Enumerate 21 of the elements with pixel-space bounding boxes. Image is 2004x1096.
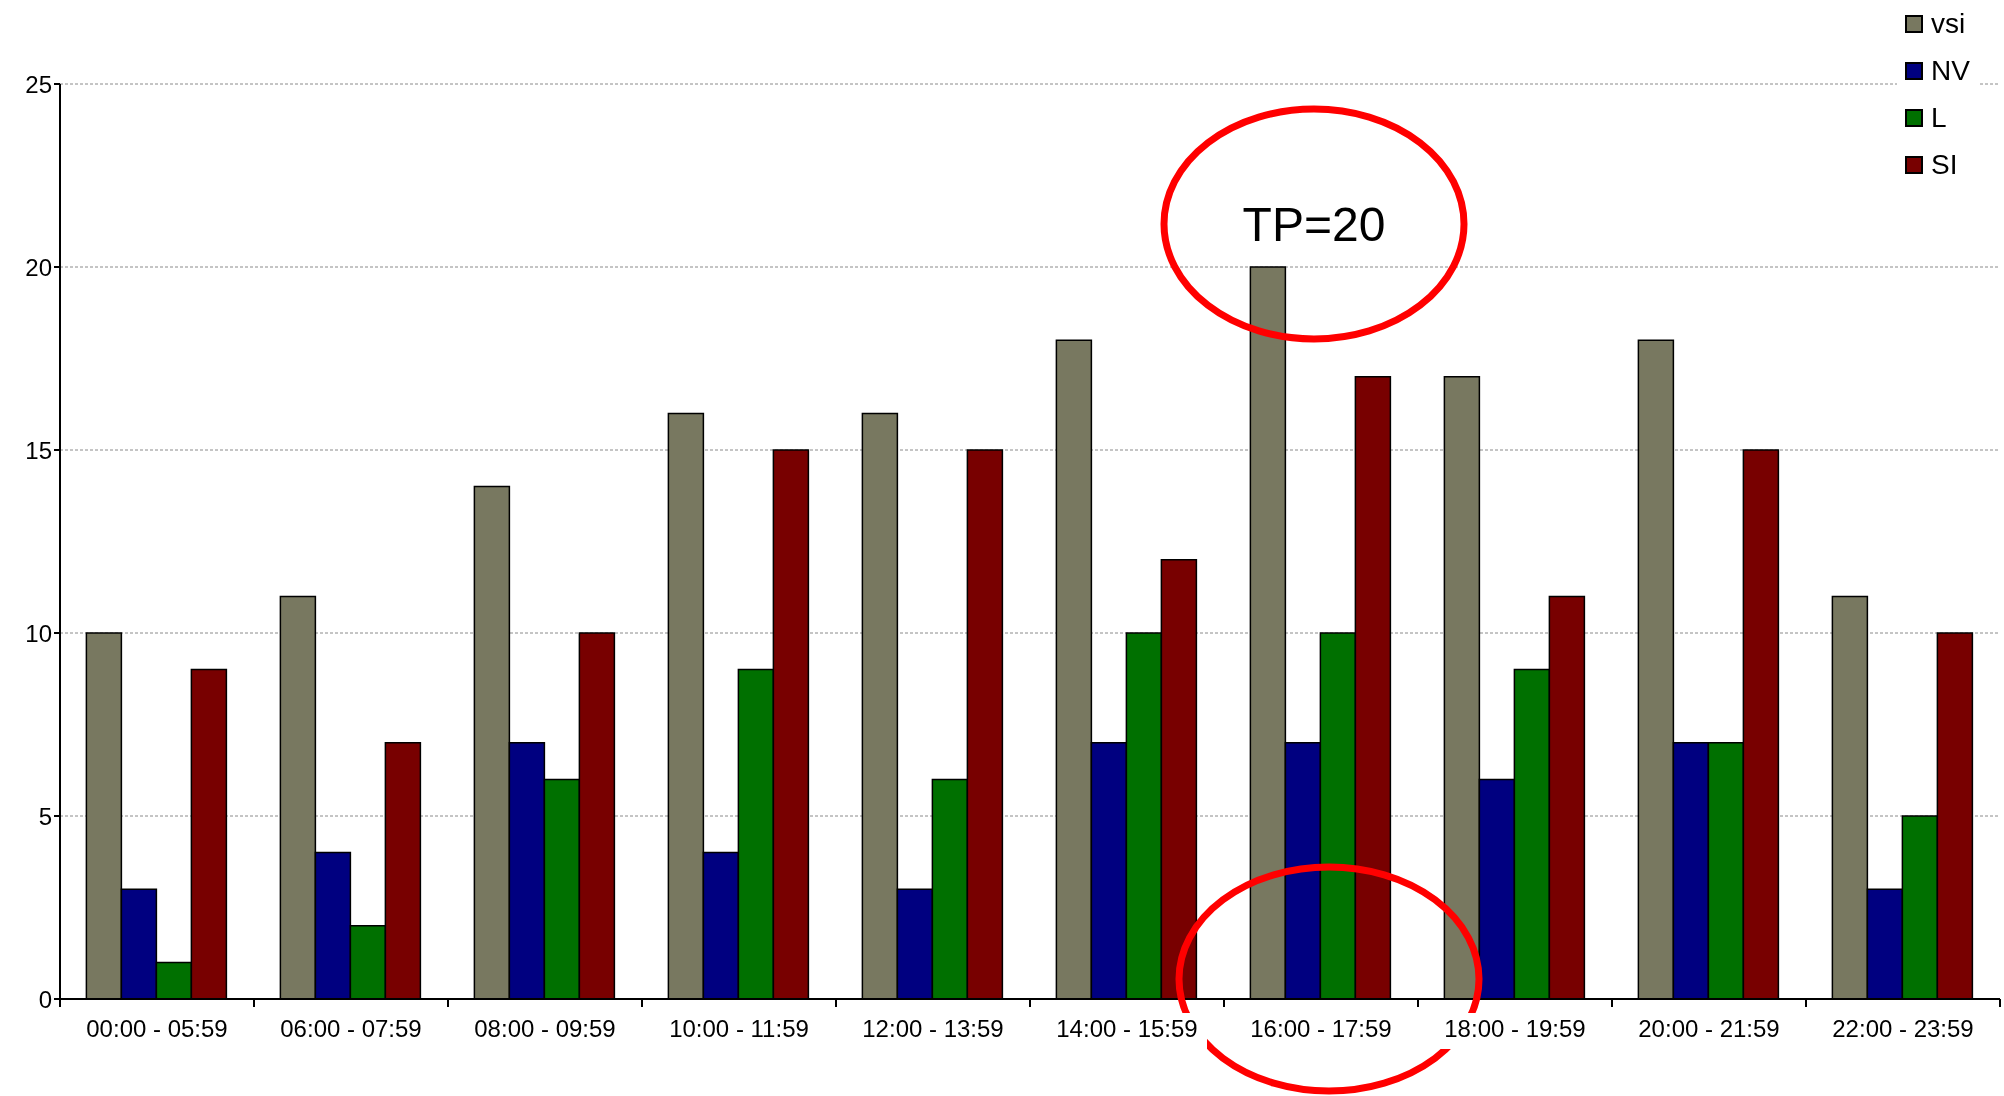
y-tick-label: 15 bbox=[25, 436, 52, 464]
annotation: TP=20 bbox=[1242, 198, 1386, 251]
x-tick-label: 14:00 - 15:59 bbox=[1056, 1015, 1198, 1042]
y-tick-label: 10 bbox=[25, 619, 52, 647]
legend-label: SI bbox=[1931, 148, 1958, 181]
x-tick-label: 12:00 - 13:59 bbox=[862, 1015, 1004, 1042]
x-tick-label: 22:00 - 23:59 bbox=[1832, 1015, 1974, 1042]
legend-label: vsi bbox=[1931, 7, 1966, 40]
x-tick-label: 08:00 - 09:59 bbox=[474, 1015, 616, 1042]
x-tick-label: 00:00 - 05:59 bbox=[86, 1015, 228, 1042]
x-tick-label: 20:00 - 21:59 bbox=[1638, 1015, 1780, 1042]
legend-label: NV bbox=[1931, 54, 1970, 87]
legend-label: L bbox=[1931, 101, 1947, 134]
y-tick-label: 25 bbox=[25, 70, 52, 98]
x-tick-label: 10:00 - 11:59 bbox=[669, 1015, 809, 1042]
y-tick-label: 20 bbox=[25, 253, 52, 281]
y-tick-label: 5 bbox=[38, 802, 52, 830]
x-tick-label: 18:00 - 19:59 bbox=[1444, 1015, 1586, 1042]
x-tick-label: 16:00 - 17:59 bbox=[1250, 1015, 1392, 1042]
x-tick-label: 06:00 - 07:59 bbox=[280, 1015, 422, 1042]
y-tick-label: 0 bbox=[38, 985, 52, 1013]
